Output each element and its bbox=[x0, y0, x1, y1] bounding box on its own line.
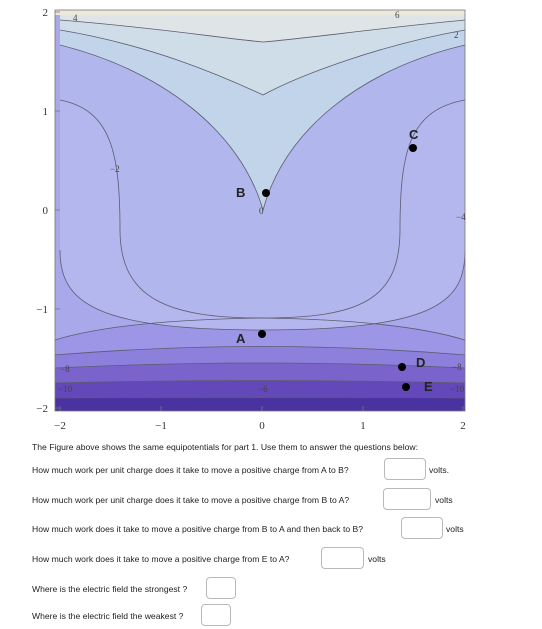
x-tick-label: −2 bbox=[54, 420, 66, 432]
contour-value-labels: 4 6 2 −2 0 −4 −8 −10 −6 −8 −10 bbox=[58, 10, 466, 394]
contour-label: −8 bbox=[60, 364, 70, 374]
point-b-label: B bbox=[236, 185, 245, 200]
contour-label: 0 bbox=[259, 206, 264, 216]
point-a-label: A bbox=[236, 331, 246, 346]
plot-frame bbox=[54, 9, 466, 412]
point-c-marker bbox=[409, 144, 417, 152]
point-e-label: E bbox=[424, 379, 433, 394]
question-weakest-label: Where is the electric field the weakest … bbox=[32, 611, 184, 621]
unit-b-a-b: volts bbox=[446, 524, 464, 534]
x-tick-labels: −2 −1 0 1 2 bbox=[54, 420, 466, 432]
x-tick-label: 2 bbox=[460, 420, 466, 432]
equipotential-contour-plot: −2 −1 0 1 2 2 1 0 −1 −2 4 6 2 −2 0 −4 −8… bbox=[36, 7, 466, 432]
y-tick-label: −2 bbox=[36, 403, 48, 415]
point-b-marker bbox=[262, 189, 270, 197]
contour-label: 4 bbox=[73, 13, 78, 23]
x-tick-label: 0 bbox=[259, 420, 265, 432]
y-tick-label: 0 bbox=[43, 205, 49, 217]
contour-label: −6 bbox=[258, 384, 268, 394]
answer-strongest-input[interactable] bbox=[206, 577, 236, 599]
point-e-marker bbox=[402, 383, 410, 391]
point-c-label: C bbox=[409, 127, 419, 142]
contour-label: 2 bbox=[454, 30, 459, 40]
contour-label: −10 bbox=[58, 384, 73, 394]
unit-a-to-b: volts. bbox=[429, 465, 450, 475]
contour-bands bbox=[55, 10, 465, 411]
contour-label: −2 bbox=[110, 164, 120, 174]
question-b-a-b-label: How much work does it take to move a pos… bbox=[32, 524, 364, 534]
unit-e-to-a: volts bbox=[368, 554, 386, 564]
contour-label: −10 bbox=[450, 384, 465, 394]
question-b-to-a-label: How much work per unit charge does it ta… bbox=[32, 495, 350, 505]
intro-text: The Figure above shows the same equipote… bbox=[32, 442, 418, 452]
y-tick-label: −1 bbox=[36, 304, 48, 316]
contour-lines bbox=[55, 19, 465, 399]
y-tick-labels: 2 1 0 −1 −2 bbox=[36, 7, 48, 415]
answer-b-to-a-input[interactable] bbox=[383, 488, 431, 510]
x-tick-label: −1 bbox=[155, 420, 167, 432]
contour-label: −8 bbox=[452, 362, 462, 372]
y-tick-label: 2 bbox=[43, 7, 49, 19]
marked-points: A B C D E bbox=[236, 127, 433, 394]
answer-weakest-input[interactable] bbox=[201, 604, 231, 626]
unit-b-to-a: volts bbox=[435, 495, 453, 505]
question-strongest-label: Where is the electric field the stronges… bbox=[32, 584, 188, 594]
x-tick-label: 1 bbox=[360, 420, 366, 432]
answer-b-a-b-input[interactable] bbox=[401, 517, 443, 539]
point-d-label: D bbox=[416, 355, 425, 370]
question-a-to-b-label: How much work per unit charge does it ta… bbox=[32, 465, 349, 475]
y-tick-label: 1 bbox=[43, 106, 49, 118]
answer-e-to-a-input[interactable] bbox=[321, 547, 364, 569]
contour-label: 6 bbox=[395, 10, 400, 20]
question-e-to-a-label: How much work does it take to move a pos… bbox=[32, 554, 290, 564]
contour-label: −4 bbox=[456, 212, 466, 222]
answer-a-to-b-input[interactable] bbox=[384, 458, 426, 480]
point-d-marker bbox=[398, 363, 406, 371]
axis-ticks bbox=[55, 11, 464, 411]
point-a-marker bbox=[258, 330, 266, 338]
